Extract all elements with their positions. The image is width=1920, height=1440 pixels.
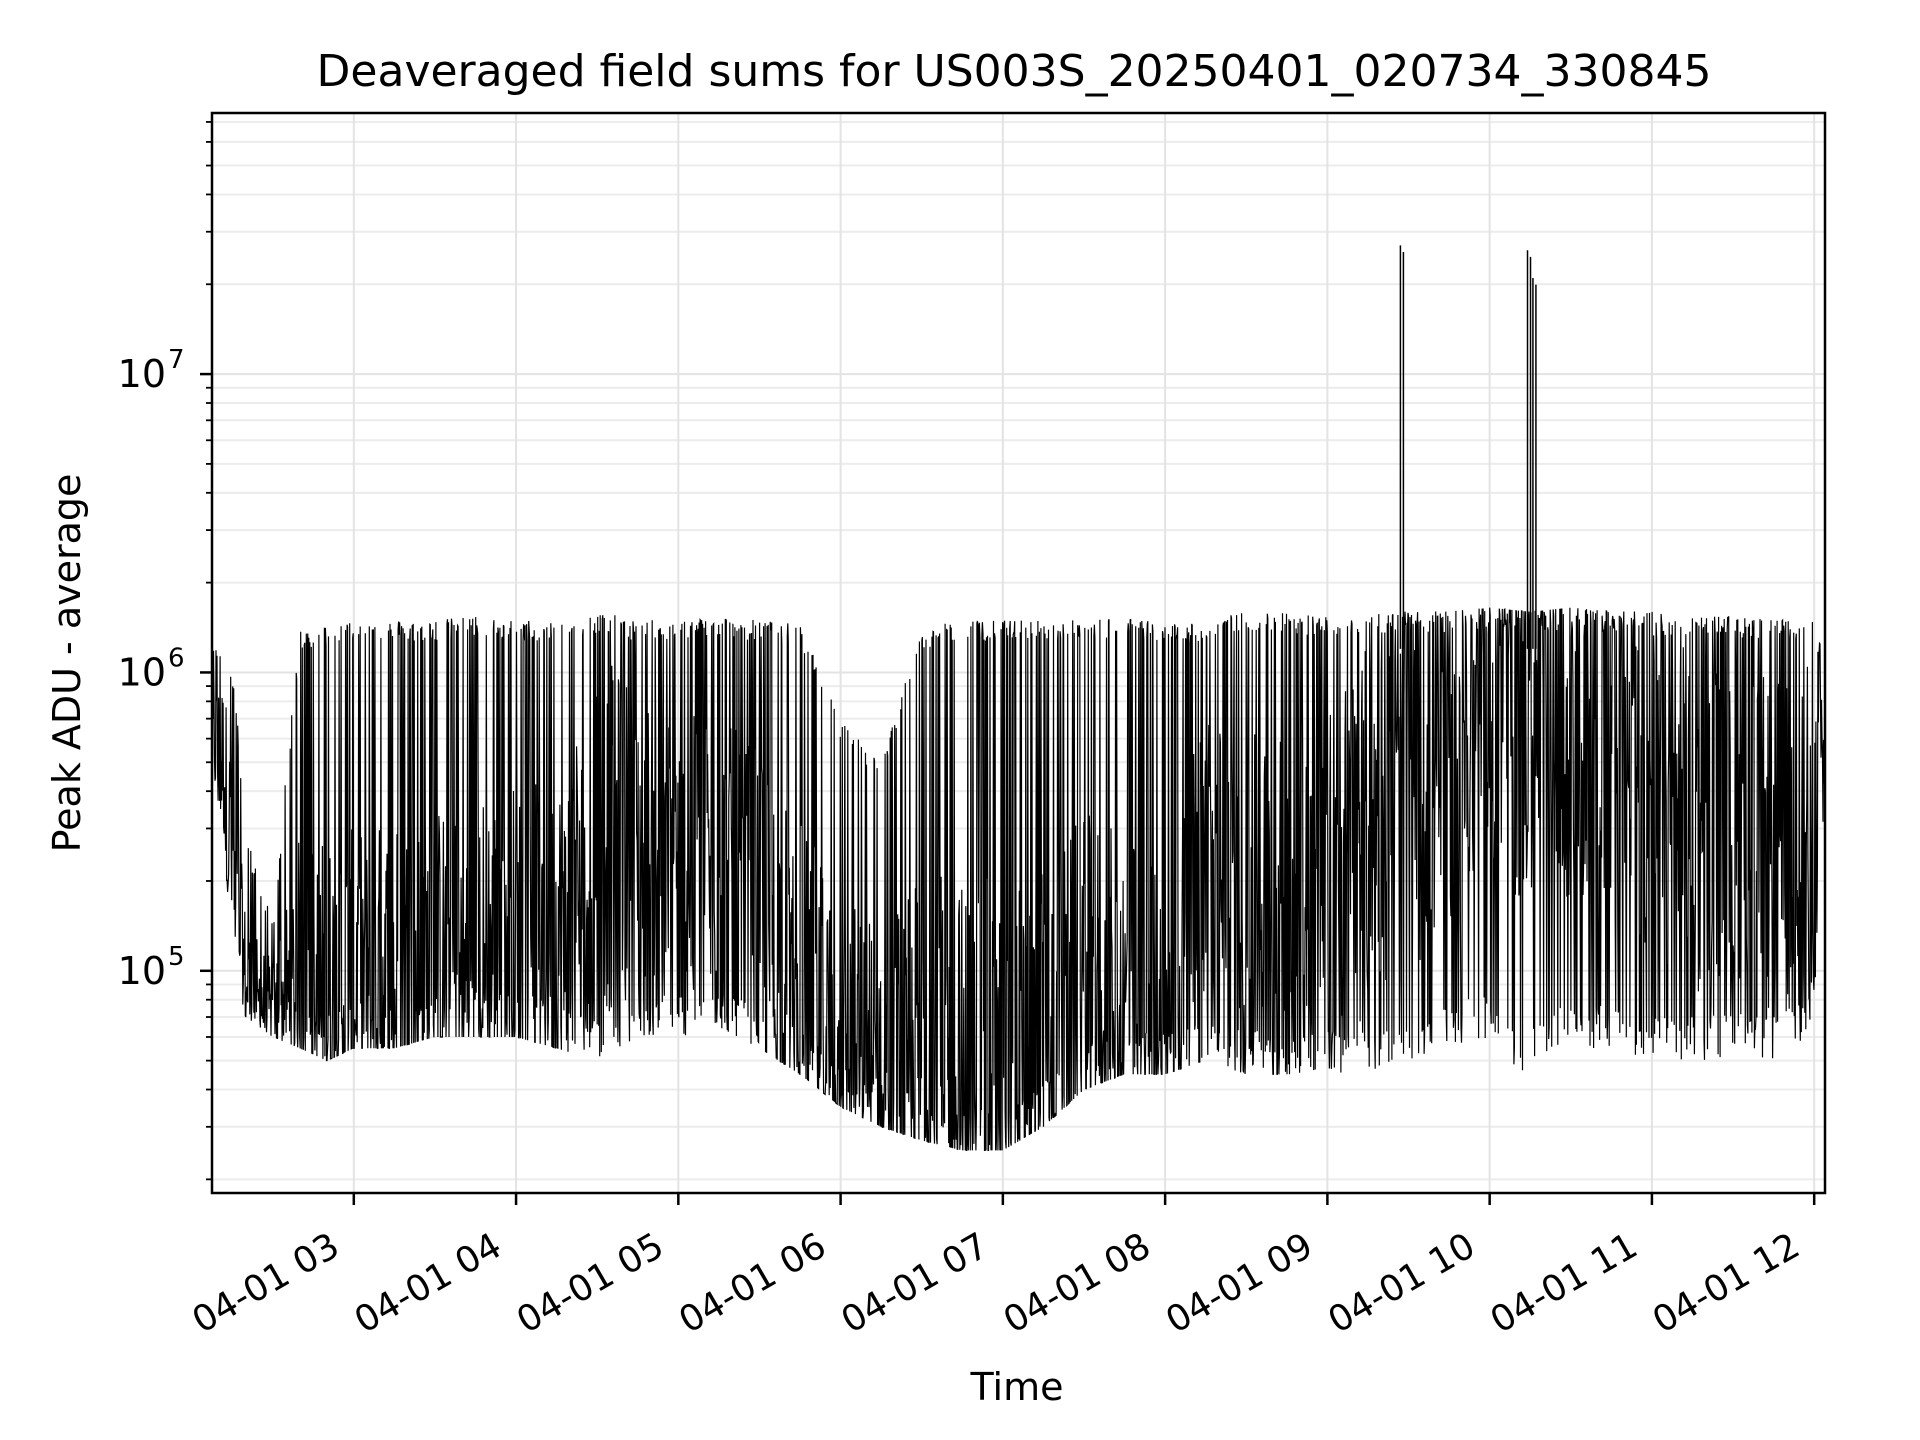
series-line: [211, 607, 1826, 1151]
y-tick-label-exponent: 5: [168, 942, 185, 972]
y-tick-label-base: 10: [118, 949, 166, 993]
y-tick-label-exponent: 7: [168, 345, 185, 375]
x-axis-label: Time: [970, 1365, 1064, 1409]
chart-title: Deaveraged field sums for US003S_2025040…: [317, 46, 1712, 97]
y-axis-label: Peak ADU - average: [45, 474, 89, 853]
plot-frame: [210, 111, 1827, 1195]
y-tick-label-exponent: 6: [168, 643, 185, 673]
series-group: [211, 245, 1826, 1151]
y-tick-label-base: 10: [118, 650, 166, 694]
y-tick-label-base: 10: [118, 352, 166, 396]
